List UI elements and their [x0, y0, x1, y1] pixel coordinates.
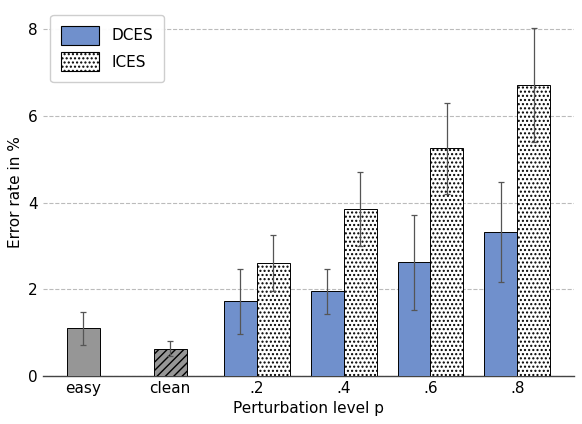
Bar: [484, 232, 517, 376]
Bar: [431, 148, 463, 376]
X-axis label: Perturbation level p: Perturbation level p: [233, 402, 384, 416]
Bar: [344, 209, 377, 376]
Bar: [517, 85, 550, 376]
Bar: [257, 263, 290, 376]
Bar: [224, 301, 257, 376]
Bar: [154, 349, 187, 376]
Bar: [398, 262, 431, 376]
Y-axis label: Error rate in %: Error rate in %: [8, 136, 23, 248]
Legend: DCES, ICES: DCES, ICES: [51, 15, 164, 81]
Bar: [67, 328, 100, 376]
Bar: [311, 291, 344, 376]
